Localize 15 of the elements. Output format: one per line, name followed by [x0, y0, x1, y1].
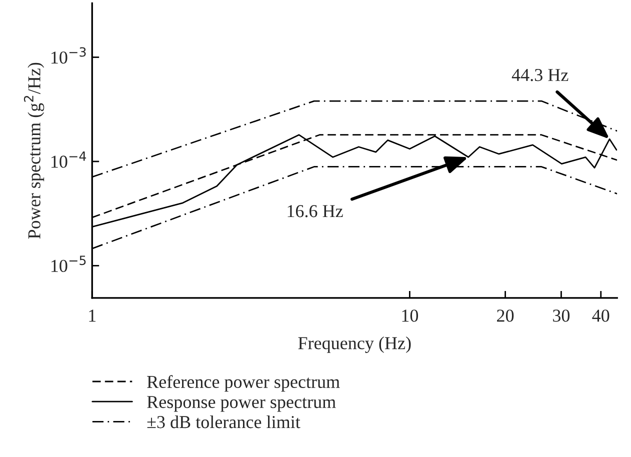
x-axis-title: Frequency (Hz) — [298, 336, 411, 353]
annotation: 44.3 Hz — [512, 68, 568, 82]
legend-label: Response power spectrum — [147, 396, 336, 412]
x-tick-label: 40 — [592, 310, 610, 322]
x-tick-label: 1 — [89, 310, 96, 322]
x-tick-label: 10 — [402, 310, 418, 322]
y-axis-title: Power spectrum (g$^{2}$/Hz) — [24, 62, 44, 239]
annotation: 16.6 Hz — [288, 205, 343, 218]
legend-label: Reference power spectrum — [147, 375, 340, 392]
y-tick-label: 10$^{−5}$ — [51, 256, 86, 272]
legend-label: ±3 dB tolerance limit — [147, 415, 300, 428]
y-tick-label: 10$^{−4}$ — [51, 152, 86, 168]
x-tick-label: 20 — [497, 310, 514, 322]
y-tick-label: 10$^{−3}$ — [51, 47, 86, 64]
x-tick-label: 30 — [553, 310, 570, 322]
